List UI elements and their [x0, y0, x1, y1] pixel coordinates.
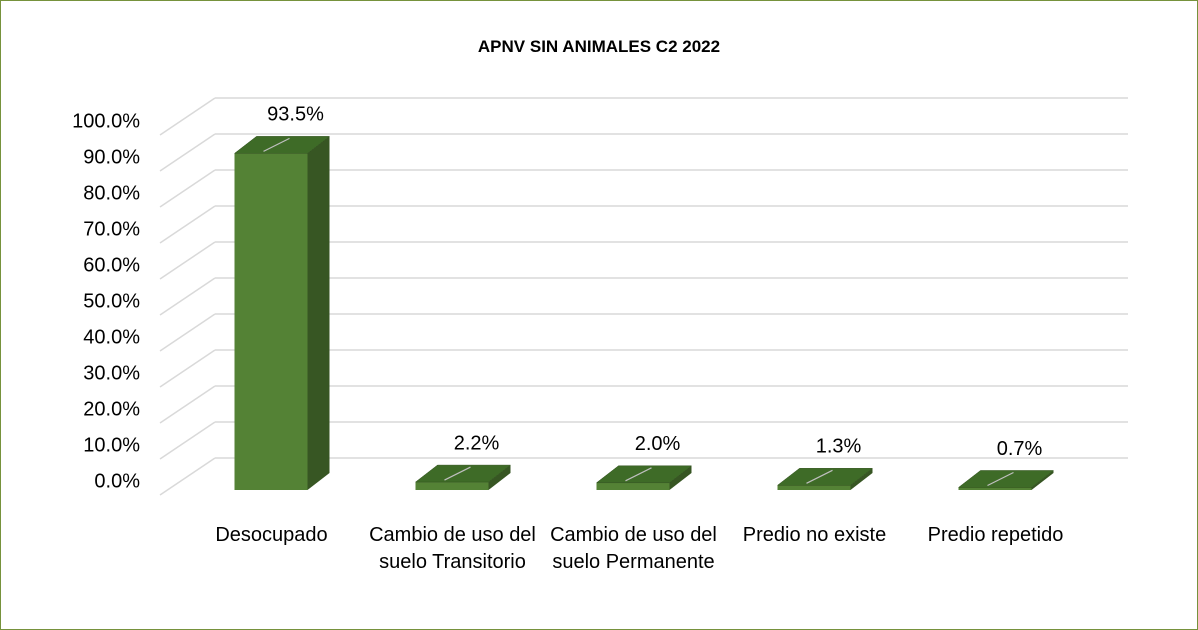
- bar: [234, 153, 308, 490]
- x-tick-label: Cambio de uso del suelo Transitorio: [369, 524, 536, 573]
- bar-side: [1031, 470, 1054, 490]
- grid-line: [159, 457, 216, 496]
- leader-line: [625, 467, 652, 482]
- data-label: 2.0%: [635, 433, 681, 455]
- bar: [958, 487, 1032, 490]
- y-tick-label: 40.0%: [83, 326, 140, 348]
- data-label: 93.5%: [267, 104, 324, 126]
- y-tick-label: 30.0%: [83, 362, 140, 384]
- x-tick-label: Predio no existe: [742, 524, 887, 546]
- leader-line: [263, 137, 290, 152]
- leader-line: [806, 469, 833, 484]
- bar: [777, 485, 851, 490]
- data-label: 2.2%: [454, 432, 500, 454]
- y-tick-label: 10.0%: [83, 434, 140, 456]
- data-label: 1.3%: [816, 436, 862, 458]
- grid-line: [159, 205, 216, 244]
- grid-line: [159, 421, 216, 460]
- grid-line: [159, 97, 216, 136]
- y-tick-label: 60.0%: [83, 254, 140, 276]
- x-tick-label: Desocupado: [215, 524, 328, 546]
- grid-line: [159, 313, 216, 352]
- grid-line: [159, 133, 216, 172]
- bar: [596, 482, 670, 490]
- grid-line: [159, 385, 216, 424]
- y-tick-label: 90.0%: [83, 146, 140, 168]
- y-tick-label: 70.0%: [83, 218, 140, 240]
- x-tick-label: Cambio de uso del suelo Permanente: [550, 524, 717, 573]
- y-tick-label: 20.0%: [83, 398, 140, 420]
- bar-top: [595, 465, 693, 484]
- y-tick-label: 50.0%: [83, 290, 140, 312]
- grid-line: [159, 169, 216, 208]
- bar-top: [776, 468, 874, 486]
- bar-top: [233, 136, 331, 154]
- bar-top: [414, 464, 512, 483]
- grid-line: [159, 241, 216, 280]
- grid-line: [159, 277, 216, 316]
- bar: [415, 482, 489, 490]
- leader-line: [987, 471, 1014, 487]
- bar-side: [669, 465, 692, 490]
- grid-line: [159, 349, 216, 388]
- y-tick-label: 0.0%: [94, 470, 140, 492]
- bar-side: [488, 465, 511, 490]
- bar-side: [307, 136, 330, 490]
- bar-top: [957, 470, 1055, 488]
- data-label: 0.7%: [997, 438, 1043, 460]
- bar-side: [850, 468, 873, 490]
- chart-title: APNV SIN ANIMALES C2 2022: [478, 37, 720, 56]
- x-tick-label: Predio repetido: [927, 524, 1064, 546]
- y-tick-label: 100.0%: [72, 110, 140, 132]
- y-tick-label: 80.0%: [83, 182, 140, 204]
- leader-line: [444, 466, 471, 481]
